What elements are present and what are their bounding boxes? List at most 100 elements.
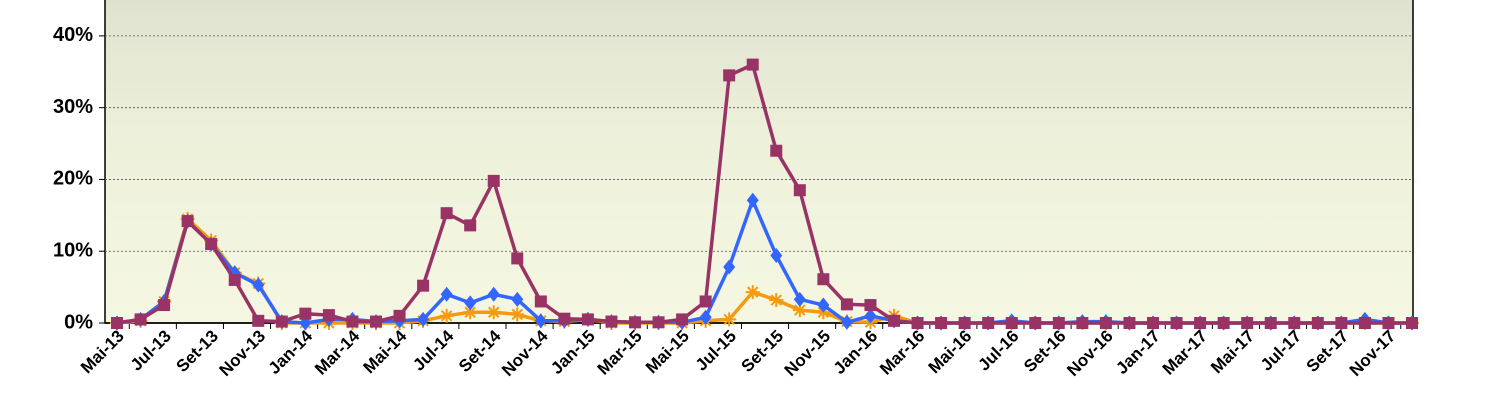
point <box>1335 317 1348 329</box>
point <box>181 215 194 228</box>
point <box>770 144 783 157</box>
point <box>792 303 807 318</box>
star-stroke <box>464 306 476 318</box>
x-tick-label: Nov-15 <box>781 326 835 380</box>
point <box>464 295 477 311</box>
x-tick-label: Jul-13 <box>127 326 175 374</box>
point <box>1123 317 1136 329</box>
x-tick-label: Nov-17 <box>1346 326 1400 380</box>
point <box>205 238 218 251</box>
point <box>440 207 453 220</box>
x-tick-label: Jan-14 <box>265 326 317 378</box>
point <box>864 299 877 312</box>
point <box>322 309 335 322</box>
y-tick-label: 10% <box>53 240 93 262</box>
point <box>793 184 806 197</box>
point <box>1147 317 1159 329</box>
x-tick-label: Jan-15 <box>547 326 599 378</box>
point <box>769 293 784 308</box>
point <box>581 313 594 326</box>
x-tick-label: Set-17 <box>1303 326 1353 376</box>
x-tick-label: Mai-15 <box>642 326 693 377</box>
star-stroke <box>511 308 523 321</box>
point <box>417 311 430 327</box>
star-stroke <box>723 313 735 326</box>
point <box>510 307 525 322</box>
point <box>1052 317 1065 329</box>
y-tick-label: 30% <box>53 96 93 118</box>
point <box>487 174 500 187</box>
point <box>817 273 830 286</box>
point <box>982 317 995 329</box>
point <box>275 315 288 328</box>
point <box>1264 317 1277 329</box>
point <box>1406 317 1418 329</box>
point <box>864 308 877 324</box>
point <box>699 295 712 308</box>
x-tick-label: Jul-14 <box>409 326 458 375</box>
star-stroke <box>770 294 782 306</box>
point <box>629 316 641 329</box>
x-tick-label: Mai-16 <box>925 326 976 377</box>
point <box>228 273 241 286</box>
point <box>1076 317 1089 329</box>
point <box>252 277 265 293</box>
point <box>652 316 665 329</box>
point <box>534 295 547 308</box>
x-tick-label: Mar-14 <box>311 326 364 379</box>
point <box>676 313 689 326</box>
point <box>605 315 618 328</box>
point <box>134 313 147 326</box>
point <box>817 297 830 313</box>
x-tick-label: Set-13 <box>172 326 222 376</box>
point <box>534 313 547 329</box>
y-tick-label: 0% <box>64 311 93 333</box>
x-tick-label: Jul-17 <box>1257 326 1305 374</box>
point <box>1288 317 1301 329</box>
star-stroke <box>440 310 453 322</box>
x-tick-label: Jul-15 <box>692 326 740 374</box>
point <box>1005 317 1018 329</box>
x-tick-label: Set-16 <box>1020 326 1070 376</box>
point <box>935 317 948 329</box>
point <box>1217 317 1230 329</box>
point <box>558 312 571 325</box>
point <box>888 314 900 327</box>
point <box>840 298 853 311</box>
point <box>770 248 783 264</box>
point <box>511 291 524 307</box>
x-tick-label: Mai-17 <box>1207 326 1258 377</box>
x-tick-label: Jul-16 <box>974 326 1022 374</box>
star-stroke <box>747 286 759 298</box>
point <box>699 309 712 325</box>
point <box>723 259 736 275</box>
point <box>745 285 760 300</box>
point <box>1382 317 1395 329</box>
point <box>464 219 477 232</box>
point <box>1358 317 1371 329</box>
x-tick-label: Jan-17 <box>1112 326 1164 378</box>
x-tick-label: Set-14 <box>455 326 505 376</box>
star-stroke <box>794 304 806 316</box>
x-tick-label: Nov-16 <box>1063 326 1117 380</box>
point <box>840 314 853 330</box>
x-tick-label: Mar-17 <box>1159 326 1211 378</box>
point <box>393 309 406 322</box>
point <box>911 317 924 329</box>
point <box>370 315 382 328</box>
point <box>440 286 453 302</box>
point <box>417 279 430 292</box>
x-tick-label: Nov-14 <box>498 326 552 380</box>
point <box>958 317 971 329</box>
point <box>111 317 123 329</box>
point <box>793 291 806 307</box>
point <box>1194 317 1207 329</box>
point <box>158 299 171 312</box>
x-tick-label: Jan-16 <box>830 326 882 378</box>
star-stroke <box>488 306 500 318</box>
point <box>1241 317 1254 329</box>
point <box>346 315 359 328</box>
y-tick-label: 40% <box>53 24 93 46</box>
point <box>1099 317 1112 329</box>
point <box>723 69 736 82</box>
